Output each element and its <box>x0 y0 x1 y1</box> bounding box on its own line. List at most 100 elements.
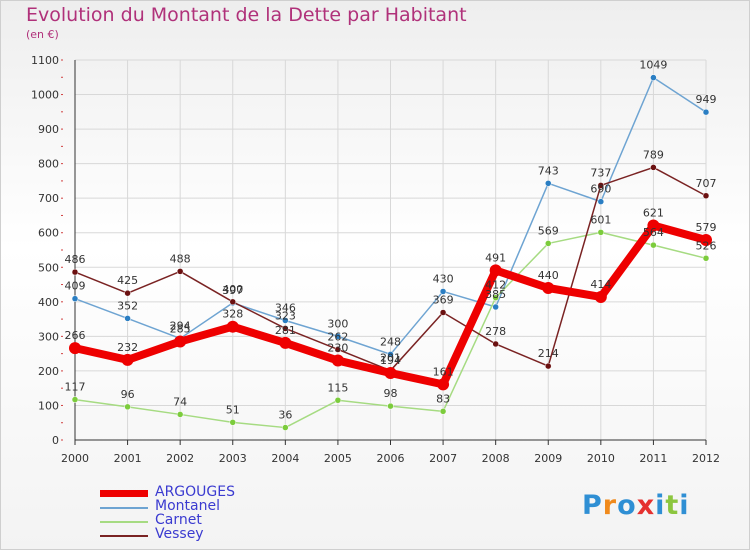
legend-label: Vessey <box>155 526 204 542</box>
data-point-carnet <box>176 411 184 418</box>
data-label-carnet: 412 <box>485 279 506 292</box>
x-tick-label: 2001 <box>114 452 142 465</box>
data-label-carnet: 98 <box>384 387 398 400</box>
data-label-argouges: 161 <box>433 365 454 378</box>
data-label-vessey: 214 <box>538 347 559 360</box>
data-label-montanel: 294 <box>170 319 191 332</box>
x-tick-label: 2012 <box>692 452 720 465</box>
data-point-montanel <box>334 333 342 340</box>
data-point-argouges <box>226 320 239 333</box>
data-point-carnet <box>71 396 79 403</box>
data-point-carnet <box>597 229 605 236</box>
x-tick-label: 2002 <box>166 452 194 465</box>
data-point-vessey <box>282 325 289 332</box>
legend-swatch <box>100 521 148 523</box>
data-label-vessey: 262 <box>327 330 348 343</box>
legend-label: Montanel <box>155 498 220 514</box>
data-label-vessey: 737 <box>590 166 611 179</box>
data-point-carnet <box>334 397 342 404</box>
data-label-argouges: 414 <box>590 278 611 291</box>
data-point-argouges <box>174 335 187 348</box>
proxiti-logo: Proxiti <box>582 490 690 521</box>
data-label-vessey: 201 <box>380 352 401 365</box>
logo-letter: x <box>636 490 656 521</box>
data-point-carnet <box>124 403 131 411</box>
data-point-montanel <box>124 315 131 322</box>
data-label-montanel: 743 <box>538 164 559 177</box>
data-label-argouges: 232 <box>117 341 138 354</box>
data-point-montanel <box>597 198 605 205</box>
data-point-vessey <box>124 289 131 297</box>
y-tick-label: 900 <box>38 123 59 136</box>
data-label-vessey: 323 <box>275 309 296 322</box>
data-point-argouges <box>647 219 660 232</box>
data-label-vessey: 369 <box>433 294 454 307</box>
data-label-montanel: 690 <box>590 183 611 196</box>
data-label-montanel: 346 <box>275 301 296 314</box>
data-point-argouges <box>384 366 397 379</box>
logo-letter: r <box>602 490 618 521</box>
data-label-carnet: 601 <box>590 213 611 226</box>
data-label-argouges: 440 <box>538 269 559 282</box>
data-point-argouges <box>279 336 292 349</box>
data-label-argouges: 194 <box>380 354 401 367</box>
data-label-carnet: 96 <box>121 388 135 401</box>
data-label-montanel: 300 <box>327 317 348 330</box>
data-label-vessey: 707 <box>696 177 717 190</box>
y-unit-label: (en €) <box>26 28 59 41</box>
data-point-carnet <box>387 402 394 410</box>
data-label-carnet: 51 <box>226 403 240 416</box>
data-label-carnet: 74 <box>173 395 187 408</box>
data-label-vessey: 486 <box>65 253 86 266</box>
logo-letter: i <box>655 490 666 521</box>
data-point-vessey <box>650 164 657 171</box>
data-point-montanel <box>492 303 499 311</box>
data-label-argouges: 230 <box>327 342 348 355</box>
logo-letter: P <box>582 490 603 521</box>
data-label-argouges: 491 <box>485 251 506 264</box>
data-point-argouges <box>489 264 502 277</box>
data-point-carnet <box>650 241 657 249</box>
data-label-argouges: 621 <box>643 206 664 219</box>
y-tick-label: 500 <box>38 261 59 274</box>
data-label-argouges: 281 <box>275 324 296 337</box>
legend-label: Carnet <box>155 512 202 528</box>
data-point-vessey <box>229 298 236 306</box>
logo-letter: o <box>617 490 637 521</box>
data-point-montanel <box>439 288 447 295</box>
data-label-carnet: 36 <box>278 409 292 422</box>
data-label-montanel: 385 <box>485 288 506 301</box>
data-point-vessey <box>334 346 342 353</box>
y-tick-label: 700 <box>38 192 59 205</box>
y-tick-label: 300 <box>38 330 59 343</box>
x-tick-label: 2008 <box>482 452 510 465</box>
data-point-vessey <box>71 268 79 276</box>
data-label-argouges: 579 <box>696 221 717 234</box>
data-point-argouges <box>69 342 81 355</box>
data-point-vessey <box>439 309 447 316</box>
data-label-montanel: 430 <box>433 272 454 285</box>
data-label-montanel: 248 <box>380 335 401 348</box>
chart-title: Evolution du Montant de la Dette par Hab… <box>26 4 467 26</box>
y-tick-label: 800 <box>38 158 59 171</box>
data-label-montanel: 352 <box>117 299 138 312</box>
legend-swatch <box>100 507 148 509</box>
data-point-argouges <box>700 233 712 246</box>
x-tick-label: 2006 <box>377 452 405 465</box>
data-label-carnet: 564 <box>643 226 664 239</box>
data-point-montanel <box>702 108 710 116</box>
x-tick-label: 2003 <box>219 452 247 465</box>
data-label-carnet: 526 <box>696 239 717 252</box>
x-tick-label: 2005 <box>324 452 352 465</box>
data-label-vessey: 278 <box>485 325 506 338</box>
data-point-carnet <box>282 424 289 431</box>
data-point-vessey <box>597 182 605 189</box>
legend-swatch <box>100 535 148 537</box>
x-tick-label: 2010 <box>587 452 615 465</box>
data-point-carnet <box>702 255 710 262</box>
data-point-vessey <box>492 340 499 348</box>
x-tick-label: 2009 <box>534 452 562 465</box>
data-label-vessey: 789 <box>643 148 664 161</box>
